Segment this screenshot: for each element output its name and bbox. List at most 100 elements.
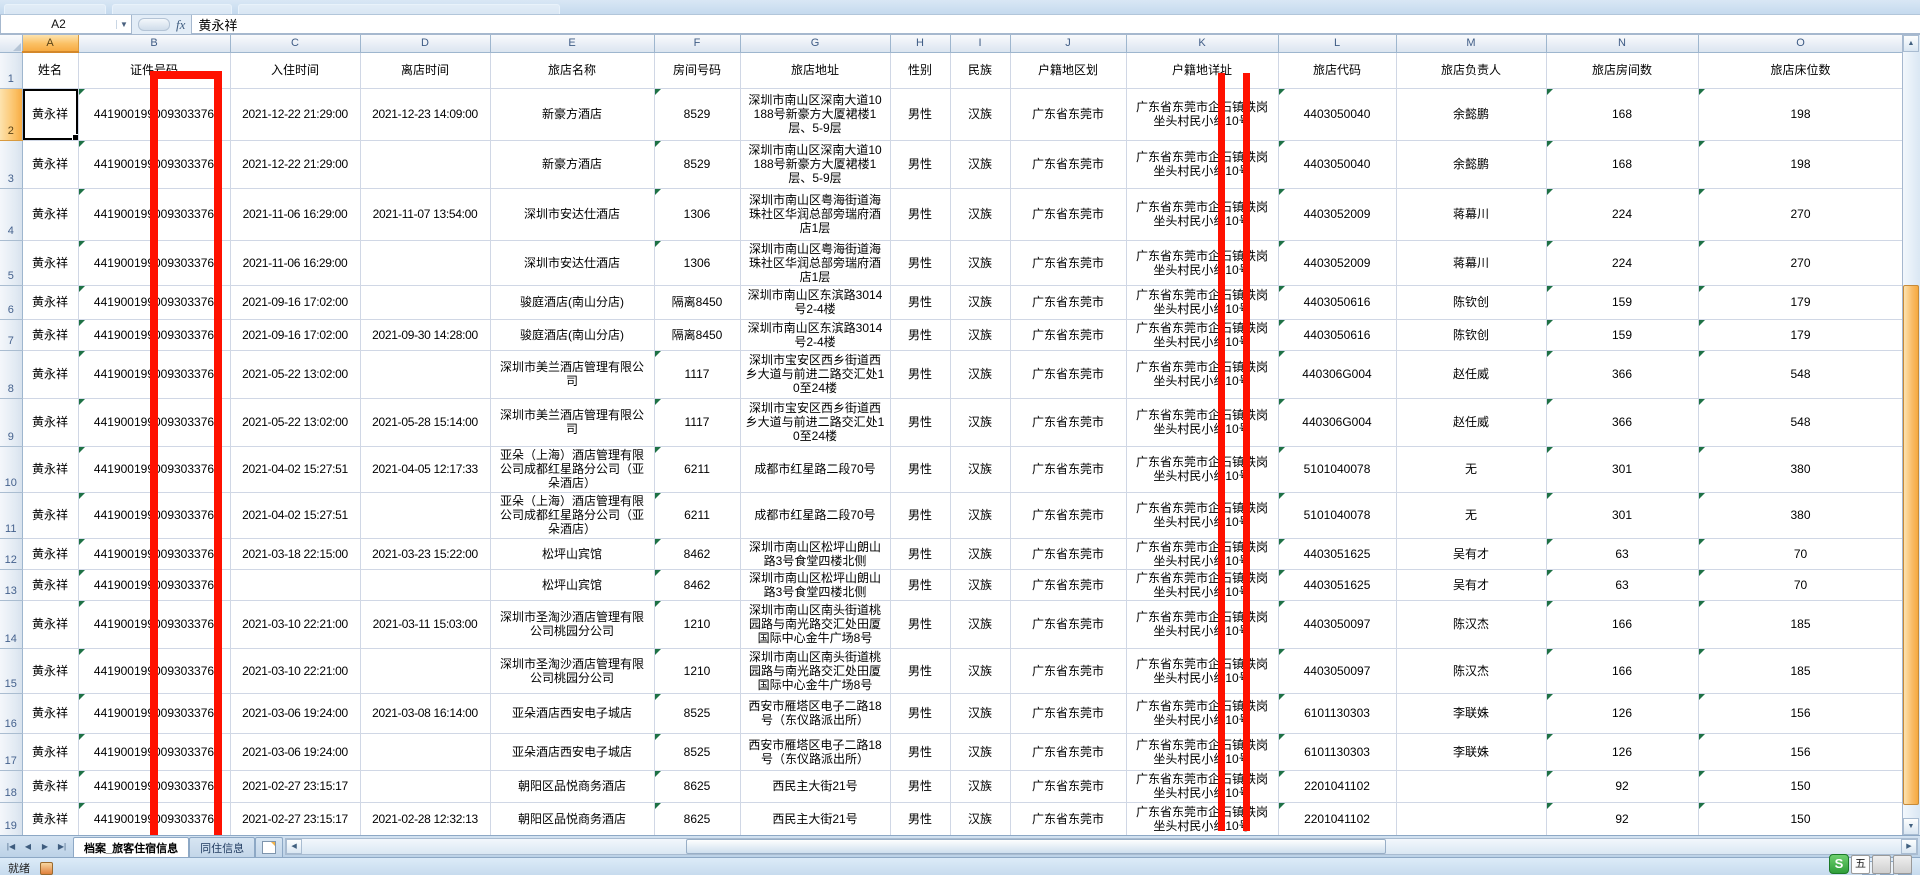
- cell-A3[interactable]: 黄永祥: [22, 140, 79, 189]
- cell-I11[interactable]: 汉族: [950, 492, 1011, 539]
- cell-N4[interactable]: 224: [1546, 188, 1699, 241]
- cell-A14[interactable]: 黄永祥: [22, 600, 79, 649]
- cell-L9[interactable]: 440306G004: [1278, 398, 1397, 447]
- cell-F11[interactable]: 6211: [654, 492, 741, 539]
- cell-C10[interactable]: 2021-04-02 15:27:51: [230, 446, 361, 493]
- cell-N15[interactable]: 166: [1546, 648, 1699, 694]
- vertical-scrollbar-thumb[interactable]: [1903, 285, 1920, 805]
- cell-L3[interactable]: 4403050040: [1278, 140, 1397, 189]
- ime-mode-key[interactable]: 五: [1851, 854, 1870, 874]
- ime-keyboard-icon[interactable]: [1872, 854, 1891, 874]
- cell-K14[interactable]: 广东省东莞市企石镇铁岗坐头村民小组10号: [1126, 600, 1279, 649]
- cell-H3[interactable]: 男性: [890, 140, 951, 189]
- cell-A11[interactable]: 黄永祥: [22, 492, 79, 539]
- cell-A1[interactable]: 姓名: [22, 52, 79, 89]
- cell-C5[interactable]: 2021-11-06 16:29:00: [230, 240, 361, 286]
- cell-L15[interactable]: 4403050097: [1278, 648, 1397, 694]
- cell-M16[interactable]: 李联姝: [1396, 693, 1547, 734]
- cell-B14[interactable]: 441900199009303376: [78, 600, 231, 649]
- cell-C3[interactable]: 2021-12-22 21:29:00: [230, 140, 361, 189]
- cell-C6[interactable]: 2021-09-16 17:02:00: [230, 285, 361, 320]
- cell-F6[interactable]: 隔离8450: [654, 285, 741, 320]
- cell-J13[interactable]: 广东省东莞市: [1010, 569, 1127, 601]
- cell-M1[interactable]: 旅店负责人: [1396, 52, 1547, 89]
- cell-N19[interactable]: 92: [1546, 802, 1699, 835]
- cell-E12[interactable]: 松坪山宾馆: [490, 538, 655, 570]
- cell-G15[interactable]: 深圳市南山区南头街道桃园路与南光路交汇处田厦国际中心金牛广场8号: [740, 648, 891, 694]
- cell-M3[interactable]: 余懿鹏: [1396, 140, 1547, 189]
- cell-I16[interactable]: 汉族: [950, 693, 1011, 734]
- scroll-left-icon[interactable]: ◀: [286, 839, 303, 854]
- row-header-11[interactable]: 11: [0, 492, 23, 539]
- cell-F4[interactable]: 1306: [654, 188, 741, 241]
- cell-N11[interactable]: 301: [1546, 492, 1699, 539]
- cell-K7[interactable]: 广东省东莞市企石镇铁岗坐头村民小组10号: [1126, 319, 1279, 351]
- cell-A10[interactable]: 黄永祥: [22, 446, 79, 493]
- row-header-18[interactable]: 18: [0, 770, 23, 803]
- cell-E15[interactable]: 深圳市圣淘沙酒店管理有限公司桃园分公司: [490, 648, 655, 694]
- cell-F19[interactable]: 8625: [654, 802, 741, 835]
- cell-J11[interactable]: 广东省东莞市: [1010, 492, 1127, 539]
- cell-O3[interactable]: 198: [1698, 140, 1903, 189]
- column-header-O[interactable]: O: [1698, 35, 1903, 53]
- cell-N5[interactable]: 224: [1546, 240, 1699, 286]
- cell-K6[interactable]: 广东省东莞市企石镇铁岗坐头村民小组10号: [1126, 285, 1279, 320]
- cell-F9[interactable]: 1117: [654, 398, 741, 447]
- cell-G14[interactable]: 深圳市南山区南头街道桃园路与南光路交汇处田厦国际中心金牛广场8号: [740, 600, 891, 649]
- cell-O15[interactable]: 185: [1698, 648, 1903, 694]
- row-header-14[interactable]: 14: [0, 600, 23, 649]
- cell-C8[interactable]: 2021-05-22 13:02:00: [230, 350, 361, 399]
- cell-E9[interactable]: 深圳市美兰酒店管理有限公司: [490, 398, 655, 447]
- cell-N17[interactable]: 126: [1546, 733, 1699, 771]
- cell-G3[interactable]: 深圳市南山区深南大道10188号新豪方大厦裙楼1层、5-9层: [740, 140, 891, 189]
- cell-M18[interactable]: [1396, 770, 1547, 803]
- row-header-13[interactable]: 13: [0, 569, 23, 601]
- cell-D19[interactable]: 2021-02-28 12:32:13: [360, 802, 491, 835]
- cell-E6[interactable]: 骏庭酒店(南山分店): [490, 285, 655, 320]
- cell-L2[interactable]: 4403050040: [1278, 88, 1397, 141]
- cell-F7[interactable]: 隔离8450: [654, 319, 741, 351]
- next-sheet-icon[interactable]: ▶: [41, 842, 49, 851]
- cell-G16[interactable]: 西安市雁塔区电子二路18号（东仪路派出所）: [740, 693, 891, 734]
- column-header-K[interactable]: K: [1126, 35, 1279, 53]
- row-header-4[interactable]: 4: [0, 188, 23, 241]
- cell-I6[interactable]: 汉族: [950, 285, 1011, 320]
- cell-J6[interactable]: 广东省东莞市: [1010, 285, 1127, 320]
- cell-H18[interactable]: 男性: [890, 770, 951, 803]
- row-header-7[interactable]: 7: [0, 319, 23, 351]
- row-header-16[interactable]: 16: [0, 693, 23, 734]
- cell-I12[interactable]: 汉族: [950, 538, 1011, 570]
- cell-N9[interactable]: 366: [1546, 398, 1699, 447]
- column-header-F[interactable]: F: [654, 35, 741, 53]
- cell-I19[interactable]: 汉族: [950, 802, 1011, 835]
- cell-H4[interactable]: 男性: [890, 188, 951, 241]
- cell-O8[interactable]: 548: [1698, 350, 1903, 399]
- cell-K4[interactable]: 广东省东莞市企石镇铁岗坐头村民小组10号: [1126, 188, 1279, 241]
- row-header-5[interactable]: 5: [0, 240, 23, 286]
- cell-K17[interactable]: 广东省东莞市企石镇铁岗坐头村民小组10号: [1126, 733, 1279, 771]
- chevron-down-icon[interactable]: ▼: [116, 19, 131, 29]
- column-header-M[interactable]: M: [1396, 35, 1547, 53]
- cell-E4[interactable]: 深圳市安达仕酒店: [490, 188, 655, 241]
- cell-H6[interactable]: 男性: [890, 285, 951, 320]
- cell-G11[interactable]: 成都市红星路二段70号: [740, 492, 891, 539]
- cell-G5[interactable]: 深圳市南山区粤海街道海珠社区华润总部旁瑞府酒店1层: [740, 240, 891, 286]
- cell-L4[interactable]: 4403052009: [1278, 188, 1397, 241]
- cell-D18[interactable]: [360, 770, 491, 803]
- cell-J19[interactable]: 广东省东莞市: [1010, 802, 1127, 835]
- cell-D4[interactable]: 2021-11-07 13:54:00: [360, 188, 491, 241]
- cell-N14[interactable]: 166: [1546, 600, 1699, 649]
- cell-C14[interactable]: 2021-03-10 22:21:00: [230, 600, 361, 649]
- cell-A7[interactable]: 黄永祥: [22, 319, 79, 351]
- cell-A8[interactable]: 黄永祥: [22, 350, 79, 399]
- cell-N8[interactable]: 366: [1546, 350, 1699, 399]
- cell-M8[interactable]: 赵任威: [1396, 350, 1547, 399]
- cell-G10[interactable]: 成都市红星路二段70号: [740, 446, 891, 493]
- cell-B17[interactable]: 441900199009303376: [78, 733, 231, 771]
- cell-A12[interactable]: 黄永祥: [22, 538, 79, 570]
- column-header-I[interactable]: I: [950, 35, 1011, 53]
- cell-H5[interactable]: 男性: [890, 240, 951, 286]
- cell-I9[interactable]: 汉族: [950, 398, 1011, 447]
- cell-I2[interactable]: 汉族: [950, 88, 1011, 141]
- cell-C4[interactable]: 2021-11-06 16:29:00: [230, 188, 361, 241]
